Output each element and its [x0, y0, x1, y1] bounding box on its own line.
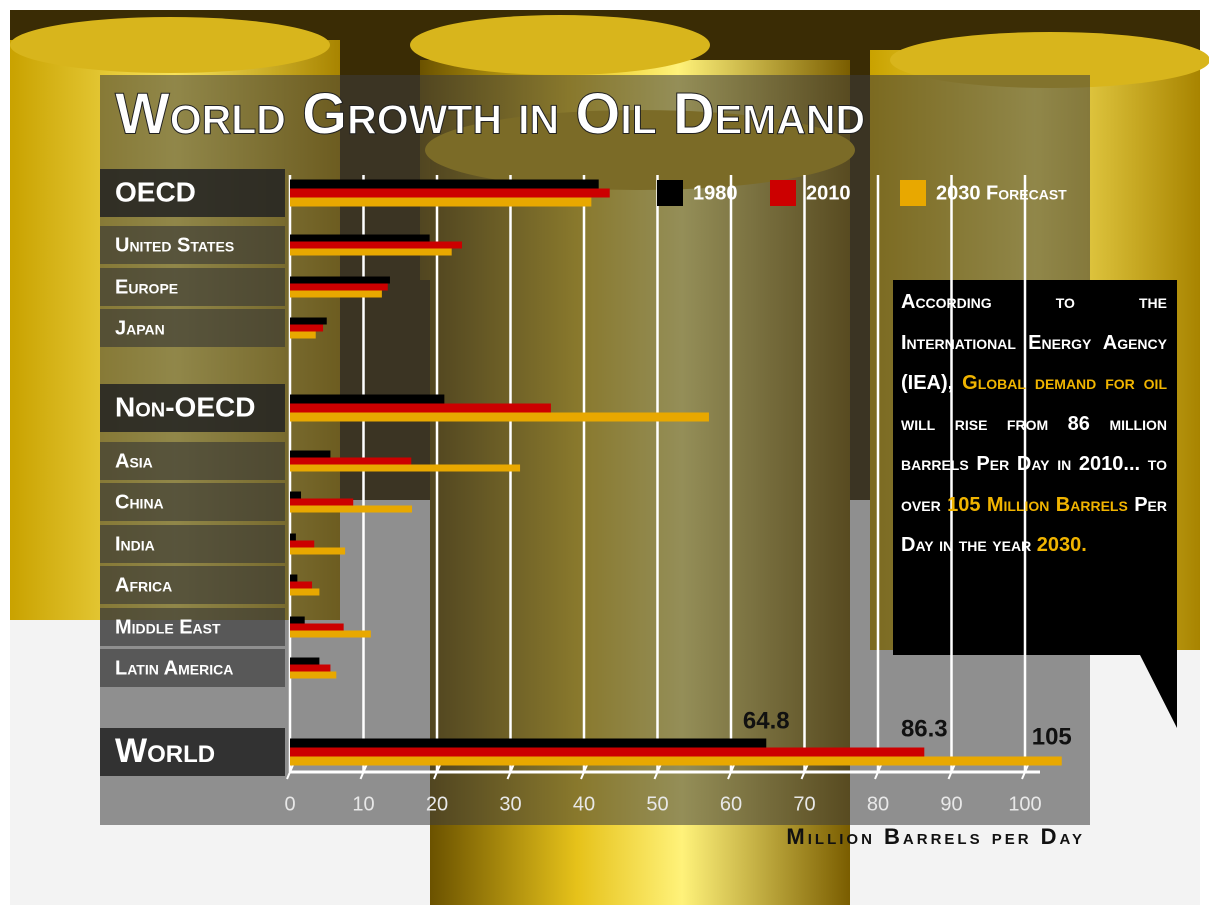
category-label: Non-OECD: [115, 391, 255, 422]
bar: [290, 671, 337, 679]
legend-swatch: [900, 180, 926, 206]
legend-label: 2010: [806, 182, 851, 204]
chart-title: World Growth in Oil Demand: [115, 81, 865, 146]
legend-label: 1980: [693, 182, 738, 204]
category-label: Japan: [115, 317, 165, 339]
bar: [290, 498, 354, 506]
bar: [290, 412, 709, 422]
legend-label: 2030 Forecast: [936, 182, 1067, 204]
category-label: Latin America: [115, 657, 233, 679]
x-tick-label: 100: [1008, 793, 1041, 815]
bar: [290, 457, 412, 465]
x-tick-label: 80: [867, 793, 889, 815]
category-label: United States: [115, 234, 234, 256]
bar: [290, 505, 413, 513]
bar: [290, 324, 324, 332]
category-label: Africa: [115, 574, 172, 596]
bar: [290, 540, 315, 548]
x-tick-label: 50: [646, 793, 668, 815]
category-label: Middle East: [115, 616, 221, 638]
bar: [290, 317, 327, 325]
bar: [290, 394, 445, 404]
category-box: [100, 728, 285, 776]
x-tick-label: 60: [720, 793, 742, 815]
category-box: [100, 608, 285, 646]
legend-swatch: [657, 180, 683, 206]
x-tick-label: 70: [793, 793, 815, 815]
bar: [290, 403, 551, 413]
bar: [290, 450, 331, 458]
bar: [290, 331, 316, 339]
callout-highlight: Global demand for oil: [962, 372, 1167, 394]
bar: [290, 241, 462, 249]
bar: [290, 657, 320, 665]
bar: [290, 747, 925, 757]
callout-segment: Per Day in the year: [901, 493, 1167, 557]
bar: [290, 738, 767, 748]
bar: [290, 581, 313, 589]
category-box: [100, 649, 285, 687]
bar: [290, 283, 388, 291]
background: [10, 10, 1209, 905]
bar: [290, 547, 346, 555]
bar: [290, 188, 610, 198]
bar: [290, 197, 592, 207]
category-box: [100, 169, 285, 217]
bar: [290, 623, 344, 631]
category-box: [100, 268, 285, 306]
category-label: China: [115, 491, 164, 513]
data-label: 86.3: [901, 715, 948, 742]
bar: [290, 616, 305, 624]
callout-segment: will rise from 86 million barrels Per Da…: [901, 412, 1167, 516]
x-tick-label: 40: [573, 793, 595, 815]
category-box: [100, 566, 285, 604]
category-label: India: [115, 533, 155, 555]
x-tick-label: 10: [352, 793, 374, 815]
category-box: [100, 525, 285, 563]
category-box: [100, 226, 285, 264]
data-label: 64.8: [743, 707, 790, 734]
category-box: [100, 483, 285, 521]
category-box: [100, 384, 285, 432]
x-tick-label: 20: [426, 793, 448, 815]
callout-text: According to the International Energy Ag…: [893, 282, 1175, 566]
legend-swatch: [770, 180, 796, 206]
bar: [290, 234, 430, 242]
bar: [290, 491, 302, 499]
bar: [290, 588, 320, 596]
category-box: [100, 442, 285, 480]
x-tick-label: 90: [940, 793, 962, 815]
callout-segment: According to the International Energy Ag…: [901, 291, 1167, 394]
callout-highlight: 2030.: [1036, 534, 1087, 556]
callout-box: [893, 280, 1177, 728]
bar: [290, 276, 390, 284]
category-label: World: [115, 732, 215, 770]
bar: [290, 248, 452, 256]
bar: [290, 464, 521, 472]
bar: [290, 179, 599, 189]
callout-highlight: 105 Million Barrels: [947, 493, 1128, 516]
bar: [290, 533, 296, 541]
bar: [290, 756, 1062, 766]
data-label: 105: [1032, 723, 1072, 750]
category-label: Europe: [115, 276, 178, 298]
category-label: OECD: [115, 176, 196, 207]
x-tick-label: 0: [284, 793, 295, 815]
bar: [290, 630, 371, 638]
category-label: Asia: [115, 450, 153, 472]
category-box: [100, 309, 285, 347]
bar: [290, 290, 382, 298]
bar: [290, 574, 298, 582]
bar: [290, 664, 331, 672]
x-tick-label: 30: [499, 793, 521, 815]
x-axis-label: Million Barrels per Day: [786, 824, 1085, 849]
